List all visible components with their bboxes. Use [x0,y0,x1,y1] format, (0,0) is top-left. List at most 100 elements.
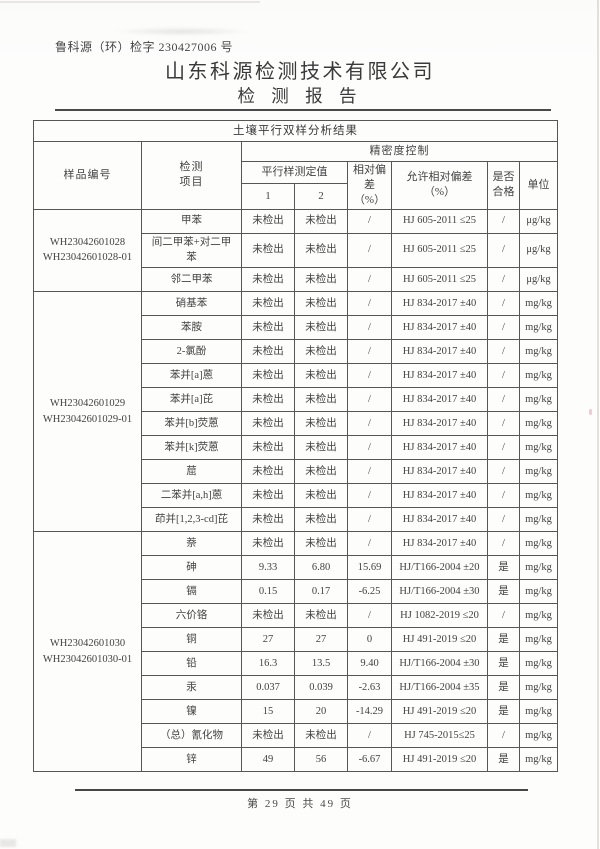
cell-qualified: / [487,339,520,365]
cell-allowed-deviation: HJ 834-2017 ±40 [391,507,488,533]
cell-value-2: 未检出 [294,339,348,365]
table-row: 六价铬 未检出 未检出 / HJ 1082-2019 ≤20 / mg/kg [34,603,558,629]
cell-unit: mg/kg [519,627,558,653]
cell-value-1: 未检出 [241,208,295,234]
cell-allowed-deviation: HJ 834-2017 ±40 [391,435,488,461]
cell-unit: μg/kg [519,208,558,234]
cell-unit: mg/kg [519,387,558,413]
cell-value-1: 49 [241,747,295,773]
title-divider [55,109,551,111]
cell-value-2: 0.17 [294,579,348,605]
cell-test-item: 砷 [141,555,242,581]
col-header-relative-deviation: 相对偏 差 （%） [347,161,392,210]
cell-test-item: 镉 [141,579,242,605]
cell-allowed-deviation: HJ 834-2017 ±40 [391,291,488,317]
cell-value-2: 未检出 [294,411,348,437]
table-row: 苯并[a]蒽 未检出 未检出 / HJ 834-2017 ±40 / mg/kg [34,363,558,389]
cell-test-item: 苯并[a]蒽 [141,363,242,389]
col-header-qualified-line2: 合格 [492,186,515,199]
cell-allowed-deviation: HJ 834-2017 ±40 [391,363,488,389]
cell-allowed-deviation: HJ 834-2017 ±40 [391,339,488,365]
cell-allowed-deviation: HJ 491-2019 ≤20 [391,699,488,725]
header-row-2: 平行样测定值 相对偏 差 （%） 允许相对偏差 （%） 是否 合格 单位 [34,160,558,210]
scan-corner-mark [0,839,16,847]
test-item-text: 间二甲苯+对二甲苯 [151,236,232,264]
cell-qualified: 是 [487,579,520,605]
cell-unit: mg/kg [519,363,558,389]
cell-test-item: 苯并[a]芘 [141,387,242,413]
cell-value-1: 未检出 [241,315,295,341]
cell-relative-deviation: / [347,483,392,509]
results-table: 土壤平行双样分析结果 样品编号 检测 项目 精密度控制 平行样测定值 相对偏 差… [33,120,558,773]
cell-test-item: 铅 [141,651,242,677]
report-title: 检 测 报 告 [237,86,363,106]
sample-id-line2: WH23042601030-01 [42,653,133,665]
cell-unit: mg/kg [519,435,558,461]
cell-test-item: 铜 [141,627,242,653]
col-header-value-2: 2 [294,183,348,210]
cell-value-2: 未检出 [294,603,348,629]
cell-value-1: 未检出 [241,459,295,485]
cell-value-1: 未检出 [241,291,295,317]
cell-relative-deviation: / [347,459,392,485]
cell-value-2: 未检出 [294,387,348,413]
cell-value-2: 未检出 [294,363,348,389]
cell-unit: μg/kg [519,267,558,293]
cell-allowed-deviation: HJ/T166-2004 ±30 [391,579,488,605]
cell-value-1: 未检出 [241,267,295,293]
cell-test-item: 汞 [141,675,242,701]
cell-unit: mg/kg [519,291,558,317]
cell-unit: μg/kg [519,232,558,269]
cell-qualified: 是 [487,675,520,701]
cell-test-item: 间二甲苯+对二甲苯 [141,232,242,269]
cell-value-1: 0.037 [241,675,295,701]
table-row: 2-氯酚 未检出 未检出 / HJ 834-2017 ±40 / mg/kg [34,339,558,365]
cell-value-1: 未检出 [241,507,295,533]
cell-value-1: 15 [241,699,295,725]
table-row: 锌 49 56 -6.67 HJ 491-2019 ≤20 是 mg/kg [34,747,558,773]
cell-value-2: 未检出 [294,208,348,234]
cell-allowed-deviation: HJ 834-2017 ±40 [391,459,488,485]
cell-relative-deviation: / [347,507,392,533]
cell-value-2: 未检出 [294,459,348,485]
sample-id-line2: WH23042601029-01 [42,413,133,425]
table-row: WH23042601030 WH23042601030-01 萘 未检出 未检出… [33,531,558,773]
cell-qualified: / [487,531,520,557]
cell-unit: mg/kg [519,315,558,341]
cell-allowed-deviation: HJ 605-2011 ≤25 [391,232,488,269]
col-header-allowed-deviation-line2: （%） [423,186,456,199]
cell-allowed-deviation: HJ 745-2015≤25 [391,723,488,749]
cell-qualified: / [487,459,520,485]
col-header-test-item-line2: 项目 [179,176,204,189]
col-header-precision-control: 精密度控制 [241,141,558,162]
cell-value-1: 未检出 [241,531,295,557]
sample-id-line1: WH23042601030 [49,637,126,649]
cell-value-1: 未检出 [241,363,295,389]
table-row: 汞 0.037 0.039 -2.63 HJ/T166-2004 ±35 是 m… [34,675,558,701]
cell-unit: mg/kg [519,699,558,725]
page-number: 第 29 页 共 49 页 [247,798,353,810]
cell-value-1: 未检出 [241,387,295,413]
cell-relative-deviation: / [347,531,392,557]
cell-relative-deviation: / [347,232,392,269]
table-row: 铜 27 27 0 HJ 491-2019 ≤20 是 mg/kg [34,627,558,653]
cell-value-2: 未检出 [294,435,348,461]
cell-relative-deviation: / [347,387,392,413]
col-header-parallel-values: 平行样测定值 [241,160,348,185]
cell-value-1: 9.33 [241,555,295,581]
cell-value-2: 未检出 [294,315,348,341]
cell-allowed-deviation: HJ 491-2019 ≤20 [391,627,488,653]
cell-unit: mg/kg [519,603,558,629]
footer-divider [75,789,528,791]
header-row-1: 样品编号 检测 项目 精密度控制 [33,141,558,210]
cell-test-item: 苯并[k]荧蒽 [141,435,242,461]
cell-relative-deviation: -6.67 [347,747,392,773]
cell-allowed-deviation: HJ 605-2011 ≤25 [391,267,488,293]
scan-smudge [112,27,252,36]
cell-test-item: 镍 [141,699,242,725]
cell-value-2: 13.5 [294,651,348,677]
cell-allowed-deviation: HJ 834-2017 ±40 [391,483,488,509]
header-row-3: 1 2 [34,183,558,210]
table-row: WH23042601028 WH23042601028-01 甲苯 未检出 未检… [33,208,558,293]
cell-value-2: 未检出 [294,267,348,293]
